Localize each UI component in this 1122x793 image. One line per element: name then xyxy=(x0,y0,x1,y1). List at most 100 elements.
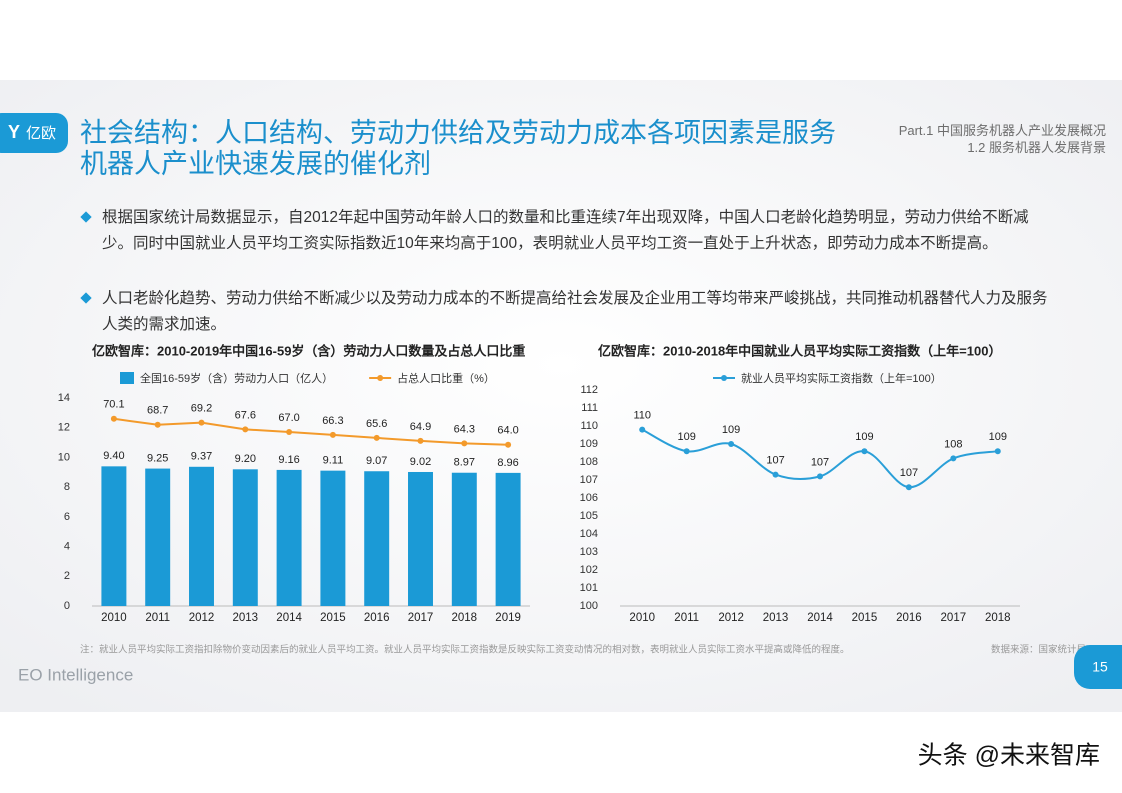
point xyxy=(950,455,957,462)
value-label: 9.16 xyxy=(278,454,299,466)
slide-title: 社会结构：人口结构、劳动力供给及劳动力成本各项因素是服务机器人产业快速发展的催化… xyxy=(80,118,836,179)
value-label: 70.1 xyxy=(103,399,124,411)
y-tick-label: 103 xyxy=(580,546,598,558)
x-tick-label: 2012 xyxy=(189,612,215,624)
watermark: 头条 @未来智库 xyxy=(918,742,1100,770)
x-tick-label: 2014 xyxy=(276,612,302,624)
x-tick-label: 2016 xyxy=(364,612,390,624)
x-tick-label: 2016 xyxy=(896,612,922,624)
y-tick-label: 112 xyxy=(580,384,598,396)
point xyxy=(329,431,336,438)
bar xyxy=(101,466,127,606)
value-label: 68.7 xyxy=(147,405,168,417)
x-tick-label: 2011 xyxy=(674,612,699,624)
y-tick-label: 101 xyxy=(580,582,598,594)
point xyxy=(728,441,735,447)
value-label: 64.3 xyxy=(454,423,475,435)
value-label: 9.25 xyxy=(147,452,168,464)
legend-label: 全国16-59岁（含）劳动力人口（亿人） xyxy=(140,371,333,385)
value-label: 109 xyxy=(989,431,1007,443)
x-tick-label: 2015 xyxy=(852,612,878,624)
legend-label: 就业人员平均实际工资指数（上年=100） xyxy=(741,371,942,385)
value-label: 9.37 xyxy=(191,451,212,463)
slide-background xyxy=(0,80,1122,712)
point xyxy=(198,419,205,426)
x-tick-label: 2017 xyxy=(408,612,434,624)
value-label: 8.96 xyxy=(497,457,518,469)
point xyxy=(417,437,424,444)
bar xyxy=(145,468,171,606)
point xyxy=(861,448,868,455)
value-label: 109 xyxy=(722,424,740,436)
value-label: 109 xyxy=(855,431,873,443)
point xyxy=(639,426,646,433)
chart-title: 亿欧智库：2010-2018年中国就业人员平均实际工资指数（上年=100） xyxy=(598,343,1001,358)
y-tick-label: 102 xyxy=(580,564,598,576)
line xyxy=(113,417,509,446)
y-tick-label: 110 xyxy=(580,420,598,432)
y-tick-label: 108 xyxy=(580,456,598,468)
x-tick-label: 2018 xyxy=(985,612,1011,624)
bar xyxy=(495,472,521,606)
legend-label: 占总人口比重（%） xyxy=(397,371,495,385)
y-tick-label: 111 xyxy=(581,402,598,414)
point xyxy=(905,484,912,491)
y-tick-label: 0 xyxy=(64,600,70,612)
value-label: 66.3 xyxy=(322,415,343,427)
x-tick-label: 2014 xyxy=(807,612,833,624)
bar xyxy=(364,471,390,606)
y-tick-label: 104 xyxy=(580,528,598,540)
y-tick-label: 105 xyxy=(580,510,598,522)
point xyxy=(683,448,690,455)
value-label: 9.20 xyxy=(235,453,256,465)
value-label: 65.6 xyxy=(366,418,387,430)
x-tick-label: 2011 xyxy=(145,612,170,624)
logo-box xyxy=(0,113,68,153)
y-tick-label: 106 xyxy=(580,492,598,504)
y-tick-label: 107 xyxy=(580,474,598,486)
y-tick-label: 4 xyxy=(64,540,70,552)
point xyxy=(110,415,117,422)
y-tick-label: 8 xyxy=(64,481,70,493)
value-label: 8.97 xyxy=(454,457,475,469)
point xyxy=(154,421,161,428)
part: Part.1 中国服务机器人产业发展概况 xyxy=(898,123,1106,138)
legend-marker xyxy=(721,375,727,381)
footnote: 注：就业人员平均实际工资指扣除物价变动因素后的就业人员平均工资。就业人员平均实际… xyxy=(80,644,850,656)
y-tick-label: 6 xyxy=(64,511,70,523)
value-label: 64.0 xyxy=(497,425,518,437)
value-label: 109 xyxy=(677,431,695,443)
point xyxy=(461,440,468,447)
x-tick-label: 2017 xyxy=(941,612,967,624)
y-tick-label: 2 xyxy=(64,570,70,582)
logo: 亿欧 xyxy=(26,125,56,142)
bar xyxy=(189,466,214,606)
y-tick-label: 14 xyxy=(58,392,70,404)
legend-swatch xyxy=(120,372,134,384)
x-tick-label: 2018 xyxy=(452,612,478,624)
point xyxy=(817,473,823,480)
y-tick-label: 12 xyxy=(58,422,70,434)
page-number: 15 xyxy=(1092,659,1108,675)
value-label: 107 xyxy=(811,456,829,468)
value-label: 110 xyxy=(633,410,651,422)
chart-title: 亿欧智库：2010-2019年中国16-59岁（含）劳动力人口数量及占总人口比重 xyxy=(92,343,525,358)
value-label: 9.02 xyxy=(410,456,431,468)
y-tick-label: 10 xyxy=(58,451,70,463)
source: 数据来源：国家统计局 xyxy=(991,644,1086,656)
value-label: 107 xyxy=(900,467,918,479)
x-tick-label: 2019 xyxy=(495,612,521,624)
point xyxy=(242,426,249,433)
bullet: 根据国家统计局数据显示，自2012年起中国劳动年龄人口的数量和比重连续7年出现双… xyxy=(80,205,1055,257)
x-tick-label: 2013 xyxy=(233,612,259,624)
value-label: 67.6 xyxy=(235,409,256,421)
bar xyxy=(320,470,346,606)
brand: EO Intelligence xyxy=(18,665,133,684)
bar xyxy=(451,472,477,606)
y-tick-label: 109 xyxy=(580,438,598,450)
legend-marker xyxy=(377,375,384,381)
value-label: 108 xyxy=(944,438,962,450)
value-label: 9.07 xyxy=(366,455,387,467)
y-tick-label: 100 xyxy=(580,600,598,612)
